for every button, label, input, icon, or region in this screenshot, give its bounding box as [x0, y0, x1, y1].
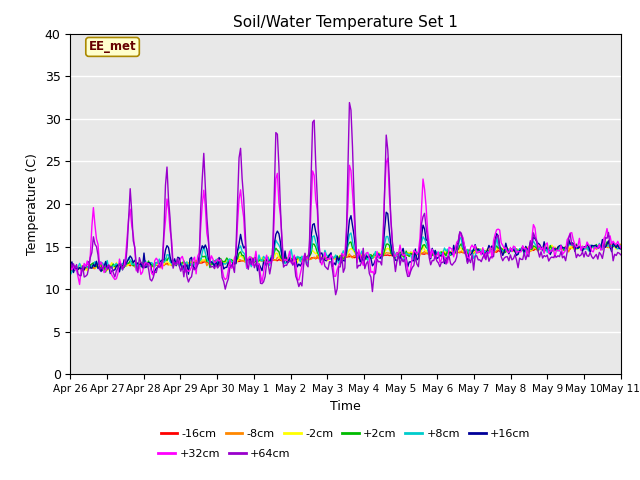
+64cm — [67, 260, 74, 265]
+2cm — [617, 244, 625, 250]
Line: -2cm: -2cm — [70, 244, 621, 271]
-8cm — [250, 256, 258, 262]
-2cm — [67, 268, 74, 274]
-2cm — [249, 255, 257, 261]
+32cm — [308, 168, 316, 174]
+8cm — [307, 248, 315, 253]
+16cm — [250, 255, 258, 261]
+64cm — [134, 270, 141, 276]
-8cm — [308, 255, 316, 261]
+8cm — [258, 258, 266, 264]
+8cm — [347, 230, 355, 236]
+16cm — [382, 209, 390, 215]
-2cm — [617, 245, 625, 251]
Line: -8cm: -8cm — [70, 244, 621, 270]
Title: Soil/Water Temperature Set 1: Soil/Water Temperature Set 1 — [233, 15, 458, 30]
+64cm — [230, 270, 238, 276]
+32cm — [589, 249, 597, 255]
+32cm — [384, 156, 392, 161]
+2cm — [232, 256, 240, 262]
+16cm — [232, 261, 240, 266]
+2cm — [67, 267, 74, 273]
-8cm — [617, 241, 625, 247]
-8cm — [103, 267, 111, 273]
-8cm — [136, 264, 143, 270]
+64cm — [617, 252, 625, 258]
+8cm — [617, 243, 625, 249]
Line: +32cm: +32cm — [70, 158, 621, 285]
+2cm — [347, 239, 355, 245]
-16cm — [603, 242, 611, 248]
-2cm — [134, 264, 141, 270]
+64cm — [332, 292, 339, 298]
-8cm — [608, 241, 616, 247]
-8cm — [67, 264, 74, 270]
Text: EE_met: EE_met — [89, 40, 136, 53]
+64cm — [258, 281, 266, 287]
-2cm — [603, 241, 611, 247]
-2cm — [307, 249, 315, 255]
-16cm — [588, 243, 595, 249]
-16cm — [67, 264, 74, 270]
Line: -16cm: -16cm — [70, 245, 621, 268]
+8cm — [67, 272, 74, 277]
+32cm — [260, 270, 268, 276]
-8cm — [588, 245, 595, 251]
-2cm — [230, 259, 238, 264]
+16cm — [67, 262, 74, 268]
-8cm — [260, 258, 268, 264]
-16cm — [308, 255, 316, 261]
Line: +16cm: +16cm — [70, 212, 621, 274]
-16cm — [136, 263, 143, 269]
+16cm — [134, 260, 141, 266]
+64cm — [589, 256, 597, 262]
-8cm — [232, 258, 240, 264]
+64cm — [249, 255, 257, 261]
-16cm — [260, 257, 268, 263]
+8cm — [249, 257, 257, 263]
Line: +2cm: +2cm — [70, 242, 621, 272]
+32cm — [250, 258, 258, 264]
+16cm — [184, 271, 192, 277]
-2cm — [586, 245, 594, 251]
-16cm — [250, 258, 258, 264]
Y-axis label: Temperature (C): Temperature (C) — [26, 153, 39, 255]
+32cm — [617, 245, 625, 251]
+32cm — [76, 282, 83, 288]
+32cm — [67, 261, 74, 266]
Line: +64cm: +64cm — [70, 103, 621, 295]
+32cm — [232, 252, 240, 258]
+32cm — [136, 263, 143, 268]
+64cm — [307, 174, 315, 180]
Legend: +32cm, +64cm: +32cm, +64cm — [154, 444, 295, 464]
+2cm — [589, 244, 597, 250]
X-axis label: Time: Time — [330, 400, 361, 413]
Line: +8cm: +8cm — [70, 233, 621, 275]
+8cm — [134, 260, 141, 266]
+2cm — [250, 260, 258, 265]
-16cm — [232, 258, 240, 264]
-2cm — [258, 255, 266, 261]
+16cm — [589, 243, 597, 249]
+8cm — [230, 260, 238, 265]
+2cm — [260, 257, 268, 263]
+2cm — [102, 269, 109, 275]
+2cm — [136, 262, 143, 267]
+64cm — [346, 100, 353, 106]
+2cm — [308, 241, 316, 247]
+16cm — [617, 246, 625, 252]
+8cm — [588, 244, 595, 250]
-16cm — [77, 265, 85, 271]
+16cm — [260, 259, 268, 264]
-16cm — [617, 244, 625, 250]
+16cm — [308, 222, 316, 228]
